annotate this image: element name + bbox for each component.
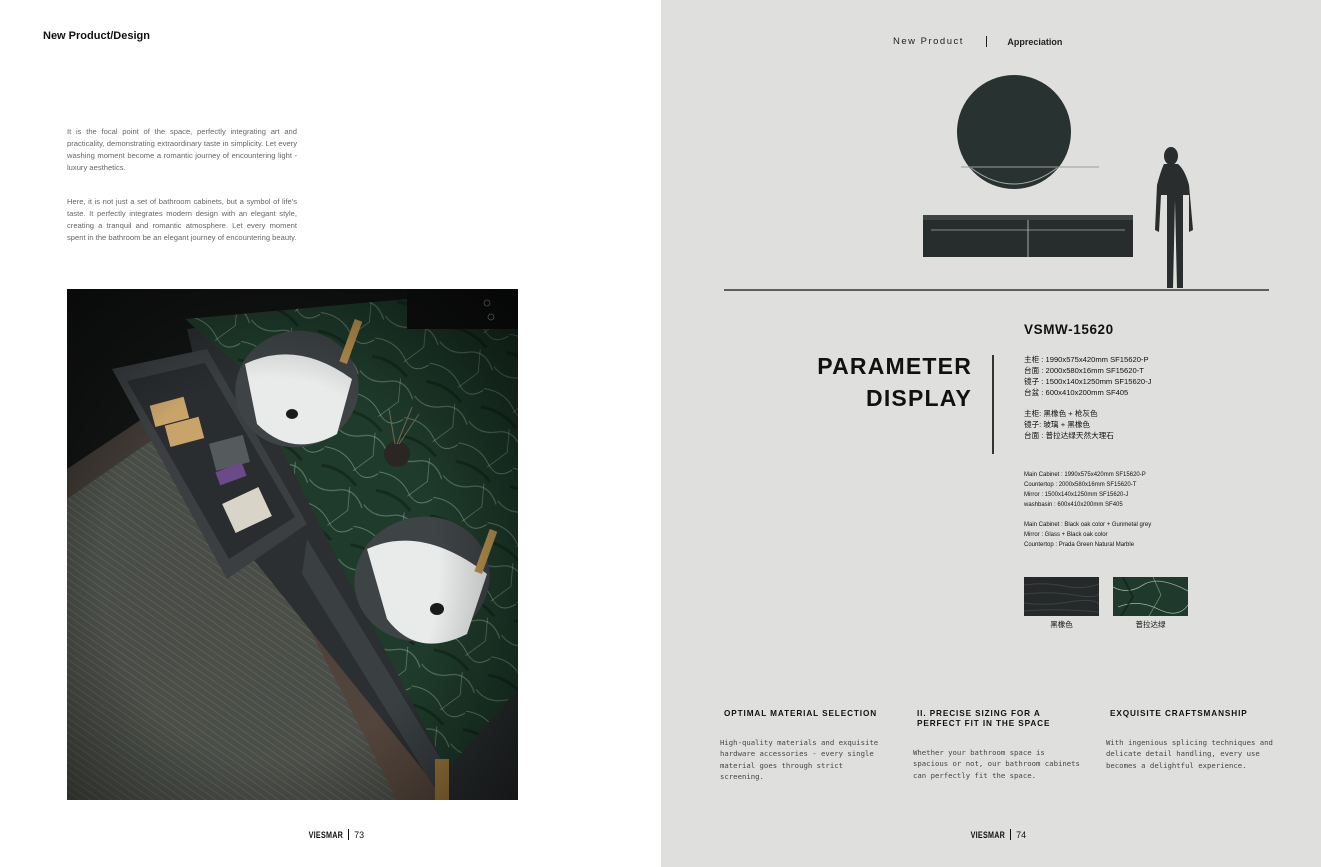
vanity-photo-illustration bbox=[67, 289, 518, 800]
intro-paragraph-1: It is the focal point of the space, perf… bbox=[67, 127, 297, 172]
spec-cn-line: 镜子 : 1500x140x1250mm SF15620-J bbox=[1024, 377, 1152, 386]
feature-title: OPTIMAL MATERIAL SELECTION bbox=[724, 709, 878, 718]
brand-name: VIESMAR bbox=[308, 829, 344, 840]
person-scale-icon bbox=[1155, 147, 1193, 288]
feature-text: High-quality materials and exquisite har… bbox=[720, 738, 879, 781]
header-divider bbox=[985, 36, 988, 47]
spec-en-line: Mirror : 1500x140x1250mm SF15620-J bbox=[1024, 492, 1129, 498]
swatch-black-oak bbox=[1023, 577, 1100, 616]
swatch-label-black-oak: 黑橡色 bbox=[1050, 620, 1073, 629]
page-number: 73 bbox=[354, 829, 365, 840]
section-title: New Product/Design bbox=[43, 30, 150, 42]
header-new-product: New Product bbox=[893, 36, 964, 47]
specs-english: Main Cabinet : 1990x575x420mm SF15620-P … bbox=[1024, 470, 1151, 550]
vertical-divider bbox=[992, 355, 994, 454]
material-en-line: Countertop : Prada Green Natural Marble bbox=[1024, 542, 1135, 548]
specs-chinese: 主柜 : 1990x575x420mm SF15620-P 台面 : 2000x… bbox=[1024, 354, 1151, 441]
parameter-display-title: PARAMETER DISPLAY bbox=[817, 350, 972, 414]
material-en-line: Main Cabinet : Black oak color + Gunmeta… bbox=[1024, 522, 1152, 528]
header-appreciation: Appreciation bbox=[1007, 36, 1063, 47]
feature-material: OPTIMAL MATERIAL SELECTION High-quality … bbox=[720, 709, 890, 782]
page-folio-right: VIESMAR 74 bbox=[962, 829, 1026, 840]
product-photo bbox=[67, 289, 518, 800]
feature-craftsmanship: EXQUISITE CRAFTSMANSHIP With ingenious s… bbox=[1106, 709, 1276, 771]
elevation-drawing bbox=[661, 60, 1321, 300]
elevation-svg bbox=[724, 75, 1269, 291]
spec-cn-line: 台盆 : 600x410x200mm SF405 bbox=[1024, 388, 1129, 397]
material-cn-line: 台面 : 普拉达绿天然大理石 bbox=[1024, 431, 1114, 440]
intro-paragraph-2: Here, it is not just a set of bathroom c… bbox=[67, 197, 297, 242]
material-en-line: Mirror : Glass + Black oak color bbox=[1024, 532, 1108, 538]
swatch-label-prada-green: 普拉达绿 bbox=[1135, 620, 1166, 629]
feature-text: Whether your bathroom space is spacious … bbox=[913, 748, 1080, 780]
left-page: New Product/Design It is the focal point… bbox=[43, 30, 518, 840]
spec-cn-line: 主柜 : 1990x575x420mm SF15620-P bbox=[1024, 355, 1149, 364]
brand-name: VIESMAR bbox=[970, 829, 1006, 840]
page-folio-left: VIESMAR 73 bbox=[300, 829, 364, 840]
folio-divider bbox=[1010, 829, 1012, 840]
right-header: New Product Appreciation bbox=[893, 36, 1062, 47]
title-line-2: DISPLAY bbox=[866, 385, 972, 411]
spec-en-line: Main Cabinet : 1990x575x420mm SF15620-P bbox=[1024, 472, 1146, 478]
feature-title: II. PRECISE SIZING FOR A PERFECT FIT IN … bbox=[917, 709, 1051, 728]
model-number: VSMW-15620 bbox=[1024, 322, 1114, 337]
spec-en-line: Countertop : 2000x580x16mm SF15620-T bbox=[1024, 482, 1137, 488]
material-cn-line: 主柜: 黑橡色 + 枪灰色 bbox=[1024, 409, 1098, 418]
feature-title: EXQUISITE CRAFTSMANSHIP bbox=[1110, 709, 1248, 718]
folio-divider bbox=[348, 829, 350, 840]
page-number: 74 bbox=[1016, 829, 1027, 840]
material-cn-line: 镜子: 玻璃 + 黑橡色 bbox=[1024, 420, 1091, 429]
feature-text: With ingenious splicing techniques and d… bbox=[1106, 738, 1273, 770]
spec-cn-line: 台面 : 2000x580x16mm SF15620-T bbox=[1024, 366, 1144, 375]
title-line-1: PARAMETER bbox=[817, 353, 972, 379]
swatch-prada-green bbox=[1112, 576, 1189, 617]
spec-en-line: washbasin : 600x410x200mm SF405 bbox=[1024, 502, 1123, 508]
feature-sizing: II. PRECISE SIZING FOR A PERFECT FIT IN … bbox=[913, 709, 1083, 781]
round-mirror-icon bbox=[957, 75, 1071, 189]
